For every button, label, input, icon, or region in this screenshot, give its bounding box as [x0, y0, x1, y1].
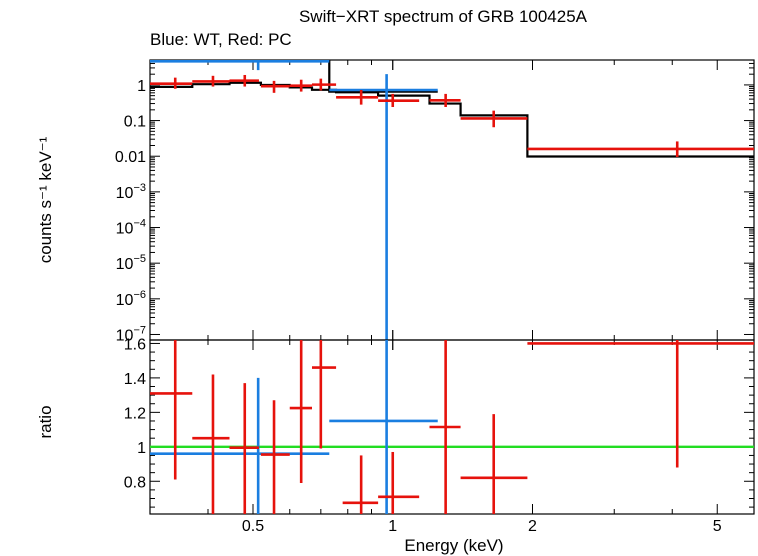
spectrum-y-axis-label: counts s⁻¹ keV⁻¹ [36, 136, 55, 263]
ratio-y-tick-label: 1.2 [124, 405, 146, 422]
ratio-wt-point [150, 377, 330, 514]
spectrum-pc-point [429, 93, 461, 108]
ratio-pc-point [460, 414, 528, 514]
spectrum-pc-point [150, 77, 193, 89]
spectrum-pc-point [289, 79, 313, 92]
spectrum-wt-point [150, 59, 330, 71]
x-tick-label: 5 [713, 518, 722, 535]
x-tick-label: 1 [388, 518, 397, 535]
ratio-pc-point [229, 383, 259, 514]
spectrum-pc-point [527, 141, 754, 158]
x-tick-label: 0.5 [242, 518, 264, 535]
ratio-frame [149, 339, 755, 515]
ratio-pc-point [150, 340, 193, 480]
spectrum-wt-point [329, 74, 438, 340]
ratio-pc-point [342, 455, 379, 514]
spectrum-pc-point [312, 78, 337, 91]
ratio-pc-point [192, 374, 230, 514]
spectrum-y-tick-label: 10−5 [116, 253, 146, 273]
ratio-wt-point [329, 340, 438, 514]
spectrum-panel: 1 0.1 0.01 10−3 10−4 10−5 10−6 10−7 [115, 59, 755, 344]
spectrum-pc-point [336, 90, 379, 105]
ratio-pc-point [260, 400, 290, 514]
ratio-y-tick-label: 1.4 [124, 371, 146, 388]
chart-title: Swift−XRT spectrum of GRB 100425A [299, 7, 588, 26]
pc-model-step-line [150, 81, 754, 158]
spectrum-y-tick-label: 0.01 [115, 149, 146, 166]
ratio-pc-point [378, 451, 420, 514]
spectrum-pc-point [460, 110, 528, 128]
ratio-y-axis-label: ratio [36, 405, 55, 438]
spectrum-pc-point [378, 93, 420, 108]
ratio-pc-point [312, 340, 337, 449]
ratio-y-tick-label: 0.8 [124, 474, 146, 491]
ratio-pc-point [429, 340, 461, 514]
spectrum-y-tick-label: 0.1 [124, 114, 146, 131]
x-axis-label: Energy (keV) [404, 536, 503, 555]
spectrum-pc-point [192, 75, 230, 87]
ratio-y-tick-label: 1 [137, 440, 146, 457]
ratio-pc-point [289, 340, 313, 483]
spectrum-y-tick-label: 1 [137, 78, 146, 95]
ratio-panel: 0.5 1 2 5 0.8 1 1.2 1.4 1.6 [124, 336, 755, 535]
spectrum-y-tick-label: 10−7 [116, 324, 146, 344]
ratio-pc-point [527, 340, 754, 468]
spectrum-y-tick-label: 10−3 [116, 182, 146, 202]
spectrum-y-tick-label: 10−6 [116, 289, 146, 309]
spectrum-y-tick-label: 10−4 [116, 218, 146, 238]
spectrum-pc-point [260, 80, 290, 93]
x-tick-label: 2 [528, 518, 537, 535]
chart-subtitle: Blue: WT, Red: PC [150, 30, 292, 49]
spectrum-pc-point [229, 74, 259, 87]
ratio-y-tick-label: 1.6 [124, 336, 146, 353]
